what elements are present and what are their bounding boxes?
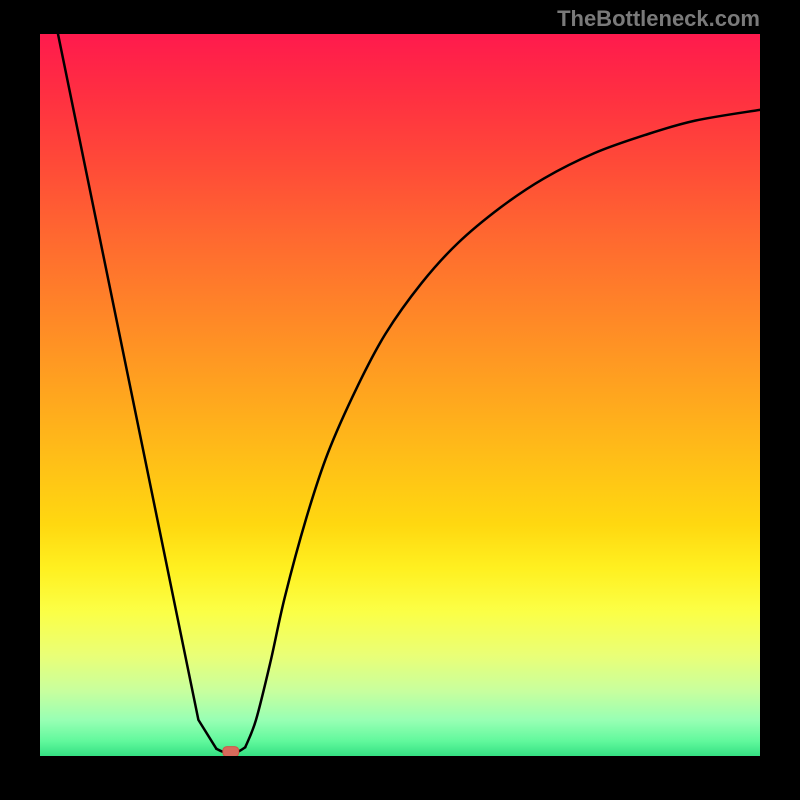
watermark-label: TheBottleneck.com bbox=[557, 6, 760, 31]
minimum-marker bbox=[223, 747, 239, 756]
chart-container: TheBottleneck.com bbox=[0, 0, 800, 800]
plot-area bbox=[40, 34, 760, 756]
gradient-background bbox=[40, 34, 760, 756]
watermark-text: TheBottleneck.com bbox=[557, 6, 760, 32]
chart-svg bbox=[40, 34, 760, 756]
